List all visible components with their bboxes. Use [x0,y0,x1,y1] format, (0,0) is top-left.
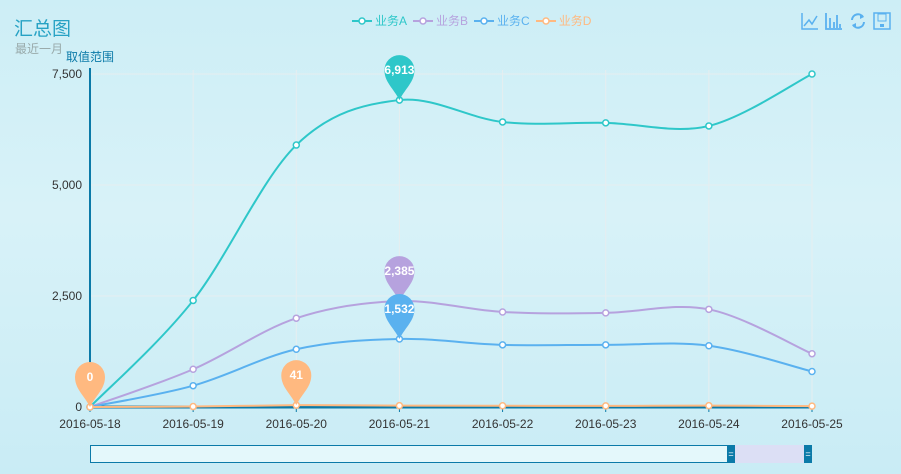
data-point [498,341,507,349]
save-icon[interactable] [873,12,891,30]
series-line [89,404,813,408]
chart-subtitle: 最近一月 [15,42,64,56]
line-chart-icon[interactable] [801,12,819,30]
data-point [189,296,197,305]
legend-item[interactable]: 业务D [535,12,592,29]
data-point [601,119,610,127]
x-tick-label: 2016-05-20 [266,417,328,431]
data-point [601,402,610,410]
legend-line-icon [352,16,372,25]
data-point [601,309,610,317]
x-tick-label: 2016-05-18 [59,417,121,431]
zoom-handle-right[interactable]: = [804,445,812,463]
line-chart: 2016-05-18 2016-05-19 2016-05-20 2016-05-21… [52,55,843,431]
mark-point-label: 41 [290,368,304,382]
mark-point-label: 1,532 [384,302,414,316]
legend-label: 业务A [375,14,408,28]
refresh-icon[interactable] [849,12,867,30]
legend-item[interactable]: 业务B [413,12,468,29]
zoom-handle-left[interactable]: = [727,445,735,463]
toolbox [801,12,891,30]
data-point [808,367,816,376]
series-line [89,73,813,408]
x-tick-label: 2016-05-23 [575,417,637,431]
x-tick-label: 2016-05-24 [678,417,740,431]
legend-label: 业务C [497,14,530,28]
data-point [395,401,404,410]
data-point [292,141,301,149]
bar-chart-icon[interactable] [825,12,843,30]
y-tick-label: 0 [75,400,82,414]
data-point [292,314,301,322]
mark-point-label: 6,913 [384,63,414,77]
data-point [189,402,197,411]
mark-point: 1,532 [384,293,415,339]
legend-line-icon [474,16,495,25]
x-tick-label: 2016-05-22 [472,417,534,431]
data-point [601,341,610,349]
x-tick-label: 2016-05-21 [369,417,431,431]
data-point [189,381,197,390]
y-tick-label: 7,500 [52,67,82,81]
legend-label: 业务D [558,14,592,28]
mark-point-pin [384,293,415,339]
x-tick-label: 2016-05-25 [781,417,843,431]
data-point [189,365,197,374]
data-point [705,305,713,314]
data-point [808,70,816,78]
chart-title: 汇总图 [14,19,72,40]
mark-point: 6,913 [384,55,415,101]
data-point [705,401,713,410]
mark-point-pin [384,256,415,302]
data-point [808,402,816,410]
data-point [498,118,507,126]
series-line [89,300,813,408]
y-tick-label: 5,000 [52,178,82,192]
series-line [89,337,813,408]
data-point [292,345,301,354]
legend-item[interactable]: 业务A [352,12,407,29]
y-tick-label: 2,500 [52,289,82,303]
legend: 业务A 业务B 业务C 业务D [352,12,591,29]
legend-item[interactable]: 业务C [474,12,530,29]
data-point [808,349,816,358]
y-axis-label: 取值范围 [66,50,115,64]
x-tick-label: 2016-05-19 [162,417,224,431]
legend-line-icon [413,16,434,25]
data-point [705,122,713,130]
mark-point-pin [281,360,312,406]
legend-line-icon [535,16,556,25]
data-point [498,402,507,410]
mark-point-pin [384,55,415,101]
mark-point-label: 0 [87,370,94,384]
mark-point: 0 [75,362,105,407]
data-zoom-slider[interactable]: = = [90,445,812,463]
data-point [705,341,713,350]
mark-point-pin [75,362,105,407]
mark-point: 41 [281,360,312,406]
mark-point-label: 2,385 [384,264,414,278]
data-point [498,308,507,316]
legend-label: 业务B [436,14,469,28]
mark-point: 2,385 [384,256,415,302]
data-zoom-selection[interactable] [727,445,811,463]
